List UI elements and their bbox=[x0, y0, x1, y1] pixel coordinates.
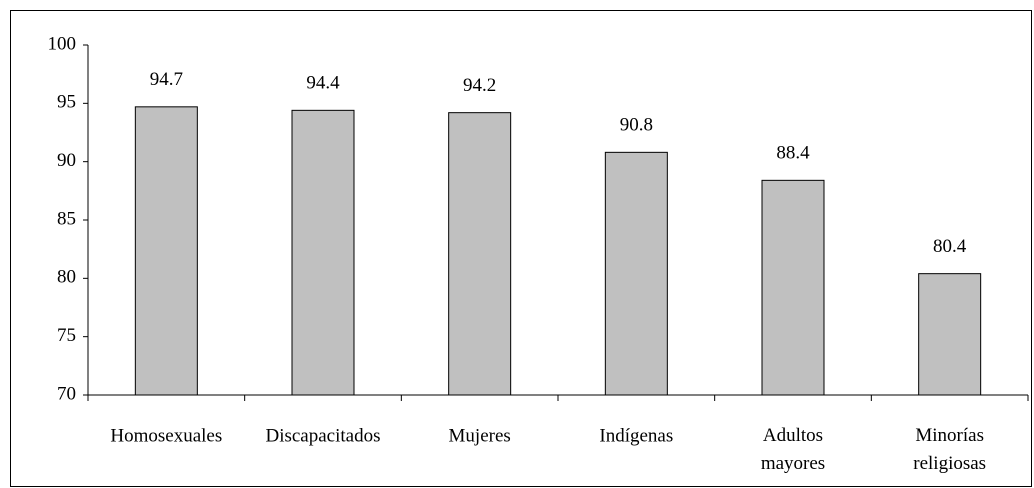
x-tick-label: Indígenas bbox=[599, 425, 673, 446]
value-label: 94.7 bbox=[150, 69, 183, 90]
value-label: 94.4 bbox=[306, 73, 340, 94]
x-tick-label: Mujeres bbox=[449, 425, 511, 446]
bar bbox=[604, 151, 668, 396]
x-tick-label: Adultos mayores bbox=[761, 425, 825, 474]
x-tick-label: Minorías religiosas bbox=[913, 425, 986, 474]
y-tick-label: 100 bbox=[48, 33, 77, 54]
x-tick-label: Discapacitados bbox=[265, 425, 380, 446]
y-tick-label: 85 bbox=[57, 208, 76, 229]
y-tick-label: 80 bbox=[57, 267, 76, 288]
x-tick-label: Homosexuales bbox=[110, 425, 222, 446]
bar bbox=[291, 109, 355, 396]
bar bbox=[448, 112, 512, 396]
bar bbox=[761, 179, 825, 396]
y-tick-label: 70 bbox=[57, 383, 76, 404]
value-label: 80.4 bbox=[933, 236, 967, 257]
y-tick-label: 75 bbox=[57, 325, 76, 346]
y-tick-label: 90 bbox=[57, 150, 76, 171]
value-label: 90.8 bbox=[620, 115, 653, 136]
y-tick-label: 95 bbox=[57, 92, 76, 113]
value-label: 88.4 bbox=[776, 143, 810, 164]
value-label: 94.2 bbox=[463, 75, 496, 96]
bar bbox=[918, 273, 982, 396]
bar bbox=[134, 106, 198, 396]
